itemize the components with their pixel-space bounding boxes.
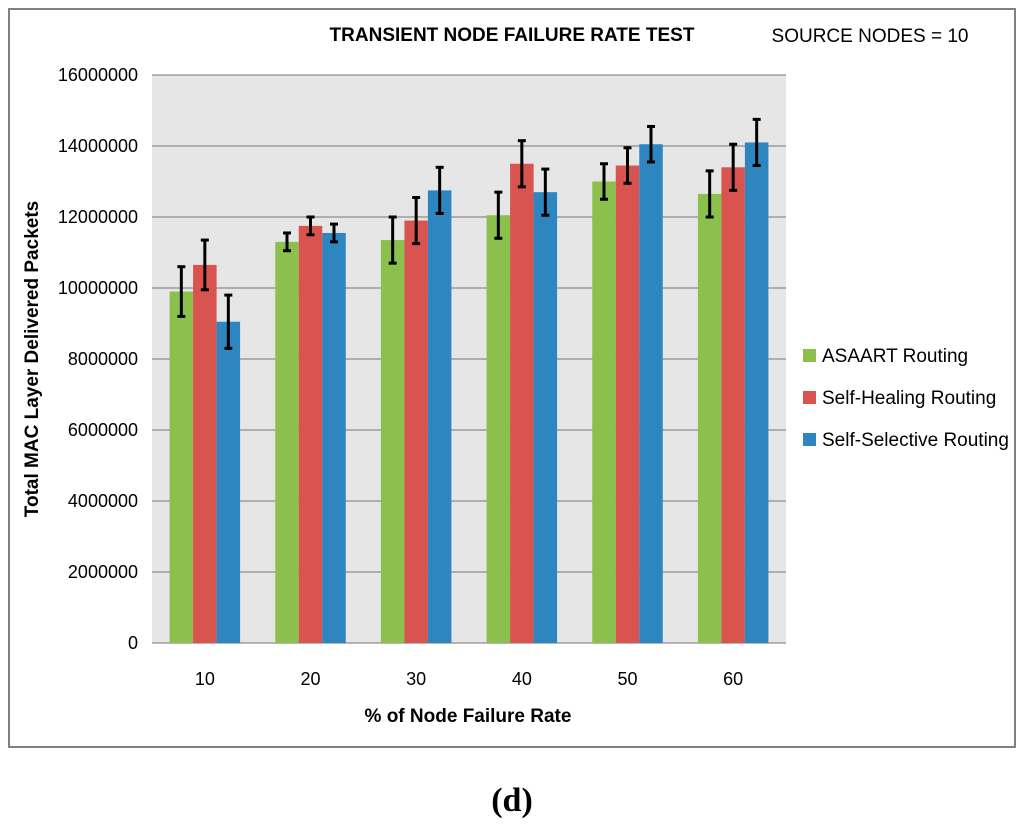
- y-tick-label: 14000000: [58, 136, 138, 156]
- error-bar: [412, 195, 421, 246]
- error-bar: [752, 117, 761, 168]
- error-bar: [283, 231, 291, 253]
- panel-label: (d): [0, 782, 1024, 820]
- x-axis-title: % of Node Failure Rate: [365, 706, 572, 727]
- error-bar: [330, 222, 338, 244]
- y-tick-label: 0: [128, 633, 138, 653]
- legend-swatch: [803, 391, 816, 404]
- y-tick-label: 10000000: [58, 278, 138, 298]
- legend-swatch: [803, 349, 816, 362]
- chart-frame: [8, 8, 1016, 748]
- error-bar: [729, 142, 738, 192]
- bar-self-selective-routing-10: [216, 321, 241, 643]
- x-tick-label: 20: [300, 669, 320, 689]
- bar-chart: 0 2000000 4000000 6000000 8000000 10000000 120…: [22, 25, 1009, 727]
- y-tick-label: 2000000: [68, 562, 138, 582]
- y-tick-label: 8000000: [68, 349, 138, 369]
- legend: ASAART Routing Self-Healing Routing Self-S…: [803, 346, 1009, 451]
- error-bar: [600, 162, 608, 201]
- x-tick-label: 50: [617, 669, 637, 689]
- bar-self-healing-routing-30: [404, 220, 428, 644]
- error-bar: [435, 165, 444, 215]
- y-tick-label: 12000000: [58, 207, 138, 227]
- bar-self-selective-routing-20: [322, 232, 346, 643]
- error-bar: [200, 238, 209, 292]
- panel-label-text: (d): [491, 782, 533, 819]
- y-axis-title: Total MAC Layer Delivered Packets: [22, 201, 43, 517]
- source-nodes-note: SOURCE NODES = 10: [772, 26, 969, 47]
- y-tick-label: 4000000: [68, 491, 138, 511]
- error-bar: [224, 293, 233, 350]
- y-tick-label: 6000000: [68, 420, 138, 440]
- x-tick-label: 10: [195, 669, 215, 689]
- bar-asaart-routing-30: [380, 240, 405, 643]
- bar-self-selective-routing-40: [533, 192, 558, 643]
- bar-self-selective-routing-60: [744, 142, 769, 643]
- bar-asaart-routing-60: [697, 193, 722, 644]
- bar-self-healing-routing-40: [510, 163, 534, 643]
- legend-label: Self-Healing Routing: [822, 388, 996, 409]
- error-bar: [494, 190, 503, 240]
- legend-label: Self-Selective Routing: [822, 430, 1009, 451]
- bar-asaart-routing-10: [169, 291, 194, 643]
- error-bar: [541, 167, 550, 217]
- bar-self-healing-routing-60: [721, 167, 745, 644]
- error-bar: [306, 215, 315, 237]
- x-tick-label: 30: [406, 669, 426, 689]
- x-tick-label: 60: [723, 669, 743, 689]
- legend-label: ASAART Routing: [822, 346, 968, 367]
- bar-self-healing-routing-50: [615, 165, 640, 643]
- error-bar: [388, 215, 397, 265]
- legend-swatch: [803, 433, 816, 446]
- bar-asaart-routing-20: [275, 241, 299, 643]
- bar-asaart-routing-50: [592, 181, 616, 643]
- error-bar: [623, 146, 632, 185]
- x-tick-label: 40: [512, 669, 532, 689]
- bar-self-healing-routing-20: [298, 225, 323, 643]
- bar-self-selective-routing-30: [427, 190, 452, 643]
- error-bar: [177, 265, 186, 318]
- chart-title: TRANSIENT NODE FAILURE RATE TEST: [330, 25, 695, 46]
- error-bar: [705, 169, 714, 219]
- bar-asaart-routing-40: [486, 215, 511, 643]
- error-bar: [647, 124, 655, 164]
- error-bar: [517, 139, 526, 189]
- y-tick-label: 16000000: [58, 65, 138, 85]
- bar-self-healing-routing-10: [193, 264, 217, 643]
- bar-self-selective-routing-50: [639, 144, 663, 643]
